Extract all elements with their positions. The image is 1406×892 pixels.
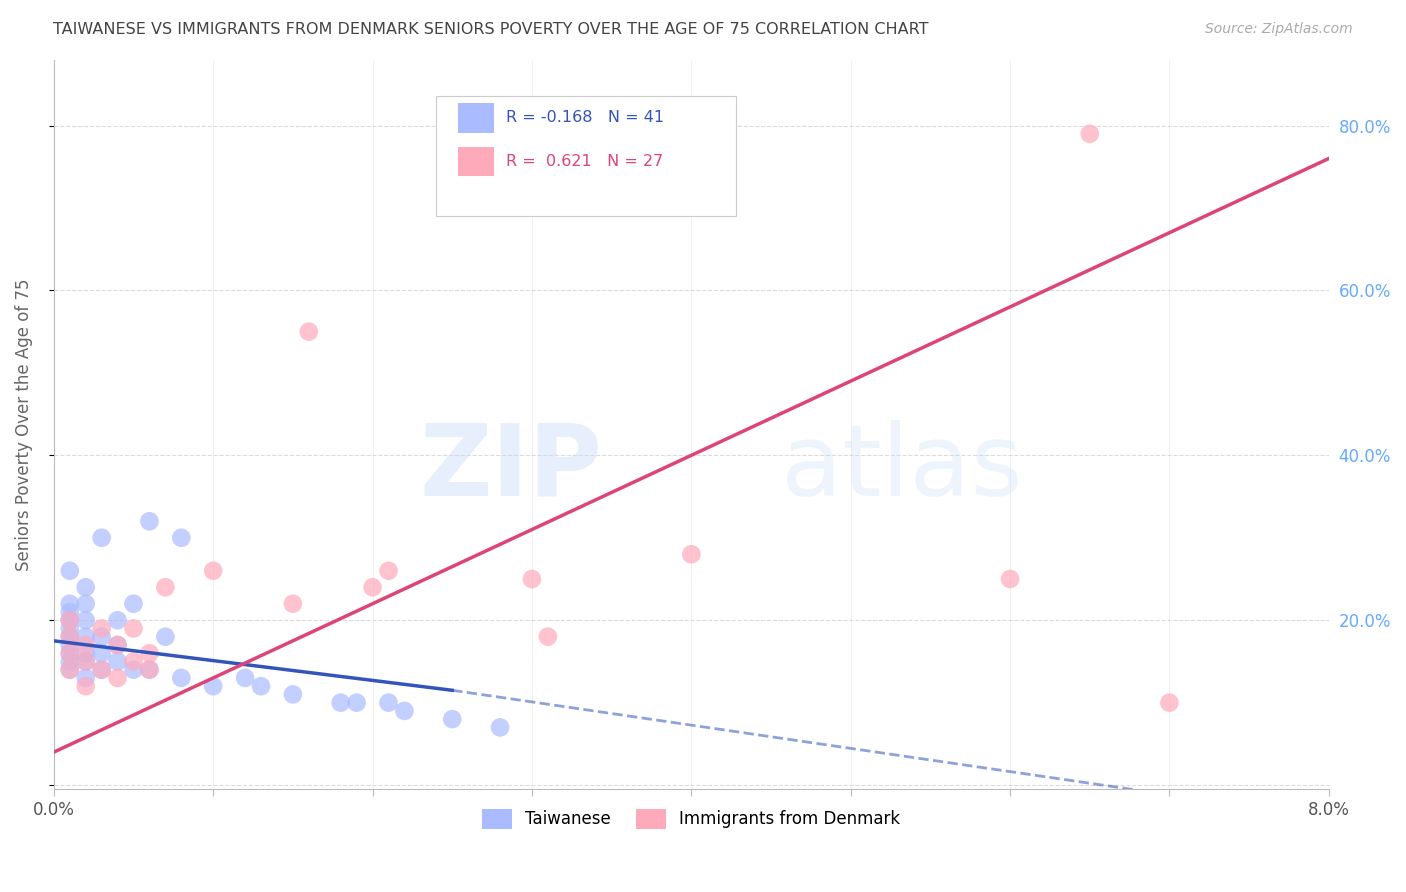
Point (59, 622, 82, 636)
Point (202, 564, 225, 578)
Point (298, 325, 321, 339)
Text: atlas: atlas (780, 420, 1022, 516)
Point (107, 638, 129, 652)
Point (90, 622, 112, 636)
Point (170, 531, 193, 545)
Point (281, 597, 304, 611)
Point (90, 646, 112, 660)
Point (170, 671, 193, 685)
Point (90, 531, 112, 545)
Point (59, 638, 82, 652)
Point (1159, 696, 1181, 710)
Point (489, 720, 512, 734)
Text: Source: ZipAtlas.com: Source: ZipAtlas.com (1205, 22, 1353, 37)
Y-axis label: Seniors Poverty Over the Age of 75: Seniors Poverty Over the Age of 75 (15, 278, 32, 571)
Point (59, 630, 82, 644)
Point (59, 663, 82, 677)
Point (155, 630, 177, 644)
Point (329, 696, 352, 710)
Point (107, 655, 129, 669)
Point (75, 679, 97, 693)
Point (75, 671, 97, 685)
Point (59, 655, 82, 669)
Point (75, 597, 97, 611)
FancyBboxPatch shape (436, 96, 735, 217)
Point (107, 638, 129, 652)
Point (122, 663, 145, 677)
Point (107, 671, 129, 685)
Point (250, 679, 273, 693)
Point (520, 572, 543, 586)
Legend: Taiwanese, Immigrants from Denmark: Taiwanese, Immigrants from Denmark (475, 802, 907, 836)
Point (90, 663, 112, 677)
Point (138, 663, 160, 677)
Text: TAIWANESE VS IMMIGRANTS FROM DENMARK SENIORS POVERTY OVER THE AGE OF 75 CORRELAT: TAIWANESE VS IMMIGRANTS FROM DENMARK SEN… (53, 22, 929, 37)
Point (75, 638, 97, 652)
Point (441, 712, 464, 726)
Point (1078, 127, 1101, 141)
Point (75, 655, 97, 669)
Point (59, 597, 82, 611)
Point (59, 613, 82, 627)
Point (537, 630, 560, 644)
Text: R =  0.621   N = 27: R = 0.621 N = 27 (506, 154, 664, 169)
Bar (458, 103, 494, 133)
Point (138, 646, 160, 660)
Point (107, 613, 129, 627)
Point (377, 564, 399, 578)
Point (138, 663, 160, 677)
Point (90, 630, 112, 644)
Point (346, 696, 368, 710)
Point (90, 663, 112, 677)
Point (59, 663, 82, 677)
Text: R = -0.168   N = 41: R = -0.168 N = 41 (506, 111, 665, 126)
Point (59, 630, 82, 644)
Point (998, 572, 1021, 586)
Point (59, 646, 82, 660)
Point (233, 671, 256, 685)
Point (75, 613, 97, 627)
Point (59, 646, 82, 660)
Point (155, 580, 177, 594)
Point (75, 646, 97, 660)
Point (361, 580, 384, 594)
Bar (458, 147, 494, 177)
Point (281, 687, 304, 701)
Point (122, 597, 145, 611)
Point (59, 564, 82, 578)
Point (75, 580, 97, 594)
Point (394, 704, 416, 718)
Point (202, 679, 225, 693)
Point (122, 622, 145, 636)
Point (75, 655, 97, 669)
Text: ZIP: ZIP (419, 420, 602, 516)
Point (59, 613, 82, 627)
Point (59, 605, 82, 619)
Point (138, 514, 160, 528)
Point (377, 696, 399, 710)
Point (122, 655, 145, 669)
Point (681, 547, 703, 561)
Point (75, 630, 97, 644)
